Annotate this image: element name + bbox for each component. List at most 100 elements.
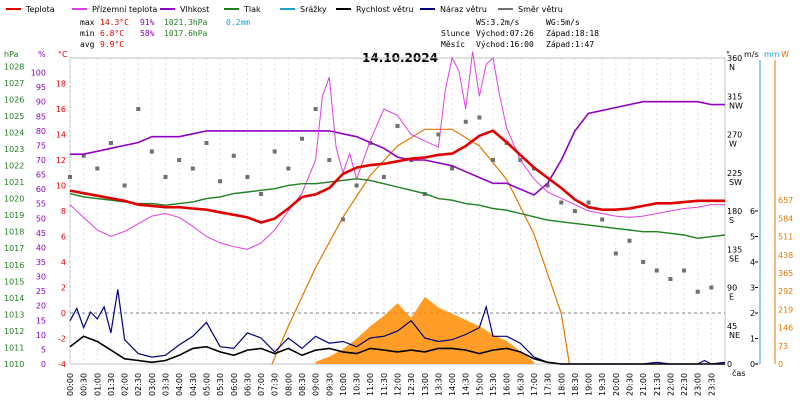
- y-tick-wind: 5: [750, 233, 755, 242]
- wind-direction-layer: [68, 107, 714, 294]
- x-tick-label: 12:00: [394, 373, 403, 396]
- wind-dir-point: [641, 260, 646, 264]
- wind-dir-point: [108, 141, 113, 145]
- wind-dir-point: [286, 166, 291, 171]
- wind-dir-point: [450, 166, 455, 171]
- y-tick-dir-name: SW: [729, 178, 742, 187]
- y-tick-dir: 0: [727, 360, 732, 369]
- wind-dir-point: [313, 107, 318, 111]
- y-tick-hum: 20: [36, 302, 46, 311]
- y-tick-temp: 10: [56, 182, 66, 191]
- x-tick-label: 14:00: [448, 373, 457, 396]
- stat-min-hum: 58%: [140, 29, 155, 38]
- y-tick-press: 1014: [4, 294, 24, 303]
- x-tick-label: 14:30: [462, 373, 471, 396]
- x-tick-label: 09:00: [312, 373, 321, 396]
- y-tick-press: 1025: [4, 112, 24, 121]
- stat-max-rain: 0.2mm: [226, 18, 250, 27]
- wind-dir-point: [327, 158, 332, 162]
- wind-dir-point: [231, 153, 236, 158]
- wind-wg: WG:5m/s: [546, 18, 580, 27]
- y-tick-dir: 135: [727, 245, 742, 254]
- y-tick-press: 1021: [4, 178, 24, 187]
- x-tick-label: 00:00: [66, 373, 75, 396]
- y-tick-hum: 65: [36, 171, 46, 180]
- y-tick-temp: 12: [56, 156, 66, 165]
- x-tick-label: 12:30: [407, 373, 416, 396]
- y-tick-wind: 0: [750, 360, 755, 369]
- x-tick-label: 19:30: [598, 373, 607, 396]
- unit-rain: mm: [764, 50, 780, 59]
- wind-dir-point: [627, 238, 632, 243]
- wind-dir-point: [395, 124, 400, 128]
- stat-min-label: min: [80, 29, 95, 38]
- x-tick-label: 13:30: [434, 373, 443, 396]
- x-tick-label: 23:30: [707, 373, 716, 396]
- wind-dir-point: [190, 166, 195, 171]
- x-tick-label: 06:30: [243, 373, 252, 396]
- wind-dir-point: [436, 132, 441, 137]
- y-tick-sun: 292: [778, 287, 793, 296]
- y-tick-press: 1010: [4, 360, 24, 369]
- y-tick-hum: 75: [36, 141, 46, 150]
- y-tick-hum: 90: [36, 98, 46, 107]
- y-tick-hum: 45: [36, 229, 46, 238]
- legend-label: Tlak: [243, 5, 261, 14]
- wind-dir-point: [259, 192, 264, 196]
- y-tick-press: 1028: [4, 62, 24, 71]
- pressure-line: [69, 177, 726, 240]
- y-tick-hum: 40: [36, 243, 46, 252]
- x-tick-label: 01:00: [93, 373, 102, 396]
- y-tick-dir-name: NE: [729, 331, 740, 340]
- y-tick-hum: 60: [36, 185, 46, 194]
- wind-dir-point: [299, 136, 304, 141]
- wind-dir-point: [68, 175, 72, 179]
- stat-max-label: max: [80, 18, 95, 27]
- y-tick-sun: 219: [778, 305, 793, 314]
- legend-label: Rychlost větru: [356, 5, 413, 14]
- wind-dir-point: [95, 166, 100, 171]
- y-tick-temp: 8: [61, 207, 66, 216]
- x-tick-label: 13:00: [421, 373, 430, 396]
- y-tick-hum: 30: [36, 273, 46, 282]
- wind-dir-point: [613, 251, 618, 256]
- wind-dir-point: [177, 158, 182, 162]
- wind-dir-point: [163, 175, 168, 179]
- moon-set: Západ:1:47: [546, 40, 594, 49]
- x-tick-label: 11:00: [366, 373, 375, 396]
- solar-layer: [271, 128, 570, 365]
- y-tick-sun: 511: [778, 233, 793, 242]
- x-tick-label: 19:00: [585, 373, 594, 396]
- unit-hum: %: [38, 50, 46, 59]
- y-tick-press: 1015: [4, 277, 24, 286]
- y-tick-dir-name: E: [729, 293, 734, 302]
- x-tick-label: 07:30: [271, 373, 280, 396]
- y-tick-temp: 2: [61, 284, 66, 293]
- x-tick-label: 02:30: [134, 373, 143, 396]
- y-tick-dir-name: S: [729, 216, 734, 225]
- x-tick-label: 03:00: [148, 373, 157, 396]
- y-tick-wind: 2: [750, 309, 755, 318]
- y-tick-hum: 35: [36, 258, 46, 267]
- wind-dir-point: [491, 158, 496, 162]
- y-tick-dir: 90: [727, 284, 737, 293]
- unit-wind: m/s: [744, 50, 759, 59]
- x-tick-label: 10:00: [339, 373, 348, 396]
- y-tick-hum: 15: [36, 316, 46, 325]
- y-tick-hum: 70: [36, 156, 46, 165]
- y-tick-press: 1012: [4, 327, 24, 336]
- y-tick-sun: 438: [778, 251, 793, 260]
- y-tick-press: 1022: [4, 162, 24, 171]
- y-tick-hum: 25: [36, 287, 46, 296]
- wind-speed-line: [69, 335, 725, 365]
- y-tick-temp: 0: [61, 309, 66, 318]
- y-tick-wind: 4: [750, 258, 755, 267]
- x-tick-label: 06:00: [230, 373, 239, 396]
- unit-time: čas: [732, 368, 745, 378]
- y-tick-sun: 584: [778, 214, 793, 223]
- x-tick-label: 09:30: [325, 373, 334, 396]
- x-tick-label: 08:30: [298, 373, 307, 396]
- y-tick-dir: 180: [727, 207, 742, 216]
- axes-layer: 00:00 00:30 01:00 01:30 02:00 02:30 03:00 03:30…: [4, 54, 793, 396]
- x-tick-label: 22:00: [666, 373, 675, 396]
